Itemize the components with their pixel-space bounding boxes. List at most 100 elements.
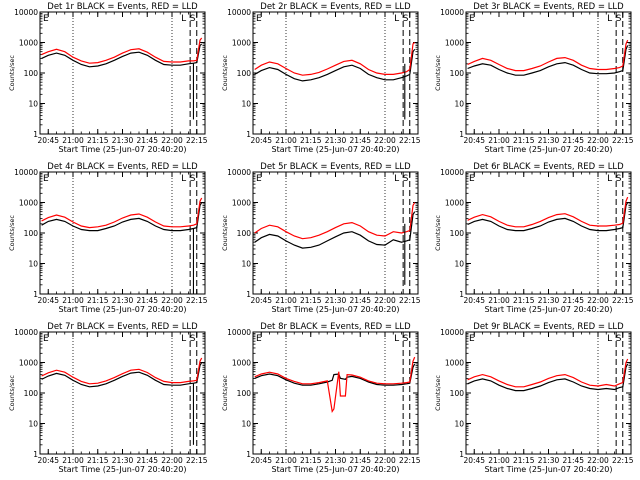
x-tick-label: 20:45 xyxy=(463,296,485,305)
y-tick-label: 10 xyxy=(241,420,251,429)
panel-title: Det 3r BLACK = Events, RED = LLD xyxy=(473,2,624,12)
events-line xyxy=(467,45,629,76)
x-tick-label: 21:15 xyxy=(513,136,535,145)
x-tick-label: 22:15 xyxy=(612,456,634,465)
lld-line xyxy=(41,197,203,229)
y-tick-label: 10000 xyxy=(227,168,251,177)
x-tick-label: 21:30 xyxy=(538,456,560,465)
panel-title: Det 5r BLACK = Events, RED = LLD xyxy=(260,162,411,172)
y-tick-label: 1 xyxy=(459,290,464,299)
x-tick-label: 20:45 xyxy=(37,296,59,305)
x-tick-label: 22:00 xyxy=(161,296,183,305)
y-tick-label: 1000 xyxy=(445,39,464,48)
x-tick-label: 21:30 xyxy=(325,136,347,145)
x-tick-label: 21:15 xyxy=(513,296,535,305)
x-tick-label: 21:45 xyxy=(136,136,158,145)
x-tick-label: 22:00 xyxy=(161,136,183,145)
x-tick-label: 22:00 xyxy=(161,456,183,465)
events-line xyxy=(254,363,416,386)
x-tick-label: 21:45 xyxy=(136,296,158,305)
marker-label-L: L xyxy=(181,174,186,184)
y-tick-label: 10 xyxy=(454,420,464,429)
lld-line xyxy=(41,357,203,385)
y-tick-label: 100 xyxy=(450,389,465,398)
x-tick-label: 22:00 xyxy=(374,296,396,305)
x-tick-label: 21:45 xyxy=(349,456,371,465)
x-axis-label: Start Time (25-Jun-07 20:40:20) xyxy=(59,465,187,474)
marker-label-E: E xyxy=(469,174,475,184)
x-tick-label: 21:15 xyxy=(300,456,322,465)
x-tick-label: 20:45 xyxy=(463,136,485,145)
y-axis-label: Counts/sec xyxy=(434,215,442,251)
y-tick-label: 10 xyxy=(241,260,251,269)
marker-label-S: S xyxy=(190,334,196,344)
marker-label-S: S xyxy=(190,174,196,184)
lld-line xyxy=(254,42,416,76)
detector-panel-4: Det 4r BLACK = Events, RED = LLD 1 10 100 10… xyxy=(8,162,208,314)
y-tick-label: 10 xyxy=(28,420,38,429)
plot-frame xyxy=(252,11,419,135)
x-tick-label: 21:15 xyxy=(513,456,535,465)
x-tick-label: 21:45 xyxy=(562,296,584,305)
x-axis-label: Start Time (25-Jun-07 20:40:20) xyxy=(485,305,613,314)
x-tick-label: 21:15 xyxy=(300,136,322,145)
marker-label-E: E xyxy=(469,334,475,344)
y-tick-label: 1 xyxy=(33,450,38,459)
x-tick-label: 22:15 xyxy=(186,136,208,145)
y-tick-label: 10 xyxy=(454,100,464,109)
x-tick-label: 21:00 xyxy=(62,296,84,305)
lld-line xyxy=(41,37,203,64)
panel-title: Det 6r BLACK = Events, RED = LLD xyxy=(473,162,624,172)
y-tick-label: 10000 xyxy=(227,8,251,17)
events-line xyxy=(467,363,629,392)
x-tick-label: 22:00 xyxy=(374,456,396,465)
x-axis-label: Start Time (25-Jun-07 20:40:20) xyxy=(59,145,187,154)
x-tick-label: 21:45 xyxy=(562,456,584,465)
marker-label-L: L xyxy=(394,174,399,184)
x-tick-label: 22:15 xyxy=(399,296,421,305)
y-tick-label: 10000 xyxy=(14,8,38,17)
y-tick-label: 1000 xyxy=(445,199,464,208)
x-axis-label: Start Time (25-Jun-07 20:40:20) xyxy=(272,145,400,154)
detector-panel-1: Det 1r BLACK = Events, RED = LLD 1 10 100 10… xyxy=(8,2,208,154)
x-tick-label: 20:45 xyxy=(37,456,59,465)
marker-label-E: E xyxy=(256,174,262,184)
events-line xyxy=(254,48,416,82)
y-tick-label: 10 xyxy=(241,100,251,109)
y-axis-label: Counts/sec xyxy=(221,55,229,91)
marker-label-S: S xyxy=(616,14,622,24)
x-tick-label: 21:00 xyxy=(488,136,510,145)
lld-line xyxy=(254,356,416,413)
x-tick-label: 22:15 xyxy=(186,296,208,305)
events-line xyxy=(41,202,203,232)
marker-label-L: L xyxy=(394,334,399,344)
y-tick-label: 10000 xyxy=(440,328,464,337)
y-tick-label: 1 xyxy=(33,130,38,139)
x-tick-label: 21:30 xyxy=(325,456,347,465)
x-tick-label: 22:00 xyxy=(587,136,609,145)
y-axis-label: Counts/sec xyxy=(8,375,16,411)
marker-label-E: E xyxy=(256,334,262,344)
detector-panel-7: Det 7r BLACK = Events, RED = LLD 1 10 100 10… xyxy=(8,322,208,474)
y-tick-label: 100 xyxy=(450,69,465,78)
detector-panel-9: Det 9r BLACK = Events, RED = LLD 1 10 100 10… xyxy=(434,322,634,474)
panel-title: Det 4r BLACK = Events, RED = LLD xyxy=(47,162,198,172)
marker-label-S: S xyxy=(403,14,409,24)
y-axis-label: Counts/sec xyxy=(434,375,442,411)
marker-label-S: S xyxy=(403,334,409,344)
y-tick-label: 1 xyxy=(459,450,464,459)
y-tick-label: 100 xyxy=(24,389,39,398)
events-line xyxy=(467,202,629,232)
x-tick-label: 21:45 xyxy=(562,136,584,145)
x-tick-label: 20:45 xyxy=(250,456,272,465)
y-tick-label: 100 xyxy=(237,389,252,398)
marker-label-S: S xyxy=(616,174,622,184)
x-axis-label: Start Time (25-Jun-07 20:40:20) xyxy=(485,145,613,154)
x-tick-label: 20:45 xyxy=(37,136,59,145)
x-tick-label: 21:30 xyxy=(112,296,134,305)
y-axis-label: Counts/sec xyxy=(434,55,442,91)
y-tick-label: 1000 xyxy=(445,359,464,368)
x-tick-label: 21:45 xyxy=(349,296,371,305)
plot-frame xyxy=(39,331,206,455)
